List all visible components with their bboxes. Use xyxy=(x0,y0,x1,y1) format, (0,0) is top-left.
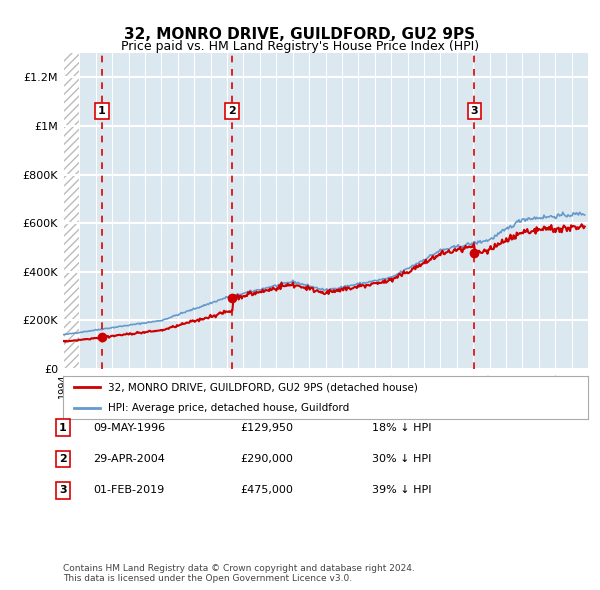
Text: 32, MONRO DRIVE, GUILDFORD, GU2 9PS (detached house): 32, MONRO DRIVE, GUILDFORD, GU2 9PS (det… xyxy=(107,382,418,392)
Text: £475,000: £475,000 xyxy=(240,486,293,495)
Text: 32, MONRO DRIVE, GUILDFORD, GU2 9PS: 32, MONRO DRIVE, GUILDFORD, GU2 9PS xyxy=(124,27,476,42)
Text: 2: 2 xyxy=(59,454,67,464)
Text: HPI: Average price, detached house, Guildford: HPI: Average price, detached house, Guil… xyxy=(107,403,349,413)
Text: Price paid vs. HM Land Registry's House Price Index (HPI): Price paid vs. HM Land Registry's House … xyxy=(121,40,479,53)
Text: 3: 3 xyxy=(59,486,67,495)
Text: 01-FEB-2019: 01-FEB-2019 xyxy=(93,486,164,495)
Text: 1: 1 xyxy=(59,423,67,432)
Text: £129,950: £129,950 xyxy=(240,423,293,432)
Text: 39% ↓ HPI: 39% ↓ HPI xyxy=(372,486,431,495)
Text: 3: 3 xyxy=(470,106,478,116)
Text: 30% ↓ HPI: 30% ↓ HPI xyxy=(372,454,431,464)
Text: 1: 1 xyxy=(98,106,106,116)
Text: 2: 2 xyxy=(229,106,236,116)
Text: 09-MAY-1996: 09-MAY-1996 xyxy=(93,423,165,432)
Bar xyxy=(63,53,79,369)
Text: £290,000: £290,000 xyxy=(240,454,293,464)
Text: 18% ↓ HPI: 18% ↓ HPI xyxy=(372,423,431,432)
Text: Contains HM Land Registry data © Crown copyright and database right 2024.
This d: Contains HM Land Registry data © Crown c… xyxy=(63,563,415,583)
Text: 29-APR-2004: 29-APR-2004 xyxy=(93,454,165,464)
